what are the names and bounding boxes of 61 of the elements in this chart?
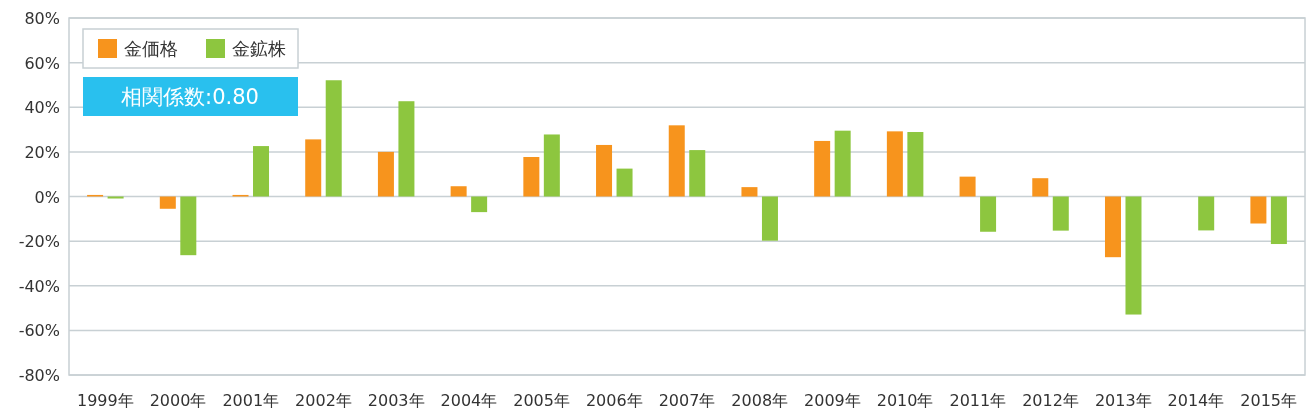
bar — [398, 101, 415, 197]
bar — [159, 196, 176, 209]
y-tick-label: 0% — [34, 187, 60, 207]
y-tick-label: 20% — [24, 142, 60, 162]
bar — [523, 157, 540, 197]
x-tick-label: 2005年 — [513, 391, 570, 410]
x-tick-label: 2001年 — [222, 391, 280, 410]
bar — [543, 134, 560, 197]
x-tick-label: 2014年 — [1167, 391, 1225, 410]
bar — [471, 196, 488, 213]
legend-label: 金鉱株 — [232, 38, 286, 59]
bar — [180, 196, 197, 256]
bar — [305, 139, 322, 197]
y-tick-label: 40% — [24, 98, 60, 118]
bar — [377, 151, 394, 197]
x-tick-label: 2002年 — [295, 391, 352, 410]
bar — [689, 150, 706, 197]
y-tick-label: -20% — [18, 232, 60, 252]
bar — [1052, 196, 1069, 231]
x-tick-label: 2006年 — [585, 391, 643, 410]
x-tick-label: 2004年 — [440, 391, 498, 410]
bar — [107, 196, 124, 199]
x-tick-label: 2010年 — [876, 391, 934, 410]
bar — [616, 168, 633, 197]
bar — [834, 130, 851, 197]
bar — [1250, 196, 1267, 224]
x-tick-label: 2003年 — [367, 391, 425, 410]
bar — [959, 176, 976, 197]
bar — [980, 196, 997, 232]
y-tick-label: -60% — [18, 321, 60, 341]
bar — [253, 146, 270, 197]
x-tick-label: 2011年 — [949, 391, 1007, 410]
bar — [907, 132, 924, 197]
x-tick-label: 2015年 — [1240, 391, 1298, 410]
y-tick-label: 60% — [24, 53, 60, 73]
bar — [1125, 196, 1142, 315]
bar — [1104, 196, 1121, 258]
x-tick-label: 2007年 — [658, 391, 716, 410]
x-tick-label: 2000年 — [149, 391, 207, 410]
bar — [741, 187, 758, 197]
x-tick-label: 1999年 — [76, 391, 134, 410]
x-tick-label: 2012年 — [1022, 391, 1079, 410]
x-tick-label: 2008年 — [731, 391, 789, 410]
y-tick-label: -40% — [18, 276, 60, 296]
annotation: 相関係数:0.80 — [121, 85, 259, 109]
bar — [814, 140, 831, 197]
bar — [886, 131, 903, 197]
y-tick-label: 80% — [24, 9, 60, 28]
y-tick-label: -80% — [18, 366, 60, 385]
bar — [1032, 178, 1049, 197]
bar — [1270, 196, 1287, 245]
annotation: 相関係数:0.80 — [83, 77, 298, 116]
bar — [450, 186, 467, 197]
bar — [761, 196, 778, 241]
x-tick-label: 2009年 — [804, 391, 861, 410]
bar — [325, 80, 342, 197]
legend-label: 金価格 — [124, 38, 178, 59]
bar — [596, 144, 613, 197]
x-tick-label: 2013年 — [1094, 391, 1152, 410]
bar — [1198, 196, 1215, 231]
bar — [668, 125, 685, 197]
